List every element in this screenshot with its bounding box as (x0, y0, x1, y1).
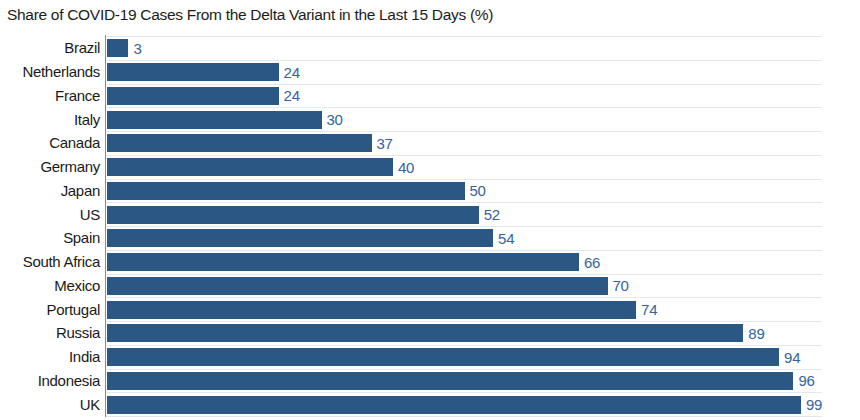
bar (107, 372, 793, 390)
category-label: Spain (0, 226, 100, 250)
bar-row: 52 (106, 202, 822, 226)
bar (107, 206, 479, 224)
bar-row: 66 (106, 250, 822, 274)
bar-row: 96 (106, 369, 822, 393)
category-label: Brazil (0, 36, 100, 60)
bar (107, 396, 801, 414)
category-label: Italy (0, 107, 100, 131)
value-label: 24 (284, 64, 300, 81)
category-label: UK (0, 392, 100, 416)
bar (107, 253, 579, 271)
category-label: Indonesia (0, 369, 100, 393)
bar (107, 324, 743, 342)
category-label: Portugal (0, 297, 100, 321)
bar (107, 182, 465, 200)
value-label: 50 (470, 182, 486, 199)
value-label: 54 (498, 230, 514, 247)
value-label: 74 (641, 301, 657, 318)
plot-area: 3 24 24 30 37 40 50 52 54 66 70 74 89 94 96 99 (106, 36, 822, 417)
bar-row: 74 (106, 297, 822, 321)
bar-row: 54 (106, 226, 822, 250)
bar (107, 301, 636, 319)
category-label: US (0, 202, 100, 226)
value-label: 37 (377, 135, 393, 152)
bar-row: 30 (106, 107, 822, 131)
category-axis: BrazilNetherlandsFranceItalyCanadaGerman… (0, 36, 100, 416)
bar (107, 229, 493, 247)
value-label: 70 (613, 277, 629, 294)
value-label: 66 (584, 254, 600, 271)
bar-row: 37 (106, 131, 822, 155)
bar (107, 134, 372, 152)
delta-variant-bar-chart: Share of COVID-19 Cases From the Delta V… (0, 0, 860, 420)
category-label: Japan (0, 179, 100, 203)
value-label: 3 (133, 40, 141, 57)
bar-row: 94 (106, 345, 822, 369)
value-label: 96 (798, 372, 814, 389)
value-label: 94 (784, 349, 800, 366)
value-label: 24 (284, 87, 300, 104)
value-label: 99 (806, 396, 822, 413)
bar (107, 39, 128, 57)
value-label: 52 (484, 206, 500, 223)
bar-row: 50 (106, 179, 822, 203)
category-label: Germany (0, 155, 100, 179)
category-label: Netherlands (0, 60, 100, 84)
category-label: India (0, 345, 100, 369)
bar (107, 63, 279, 81)
bar-row: 24 (106, 60, 822, 84)
category-label: Russia (0, 321, 100, 345)
value-label: 40 (398, 159, 414, 176)
bar (107, 111, 322, 129)
bar (107, 158, 393, 176)
bar-row: 3 (106, 36, 822, 60)
bar (107, 348, 779, 366)
bar-row: 89 (106, 321, 822, 345)
bar-row: 99 (106, 392, 822, 416)
category-label: France (0, 84, 100, 108)
value-label: 30 (327, 111, 343, 128)
bar (107, 277, 608, 295)
category-label: Canada (0, 131, 100, 155)
bar-row: 70 (106, 274, 822, 298)
value-label: 89 (748, 325, 764, 342)
bar (107, 87, 279, 105)
category-label: Mexico (0, 274, 100, 298)
bar-row: 24 (106, 84, 822, 108)
chart-title: Share of COVID-19 Cases From the Delta V… (7, 5, 493, 25)
bar-row: 40 (106, 155, 822, 179)
category-label: South Africa (0, 250, 100, 274)
